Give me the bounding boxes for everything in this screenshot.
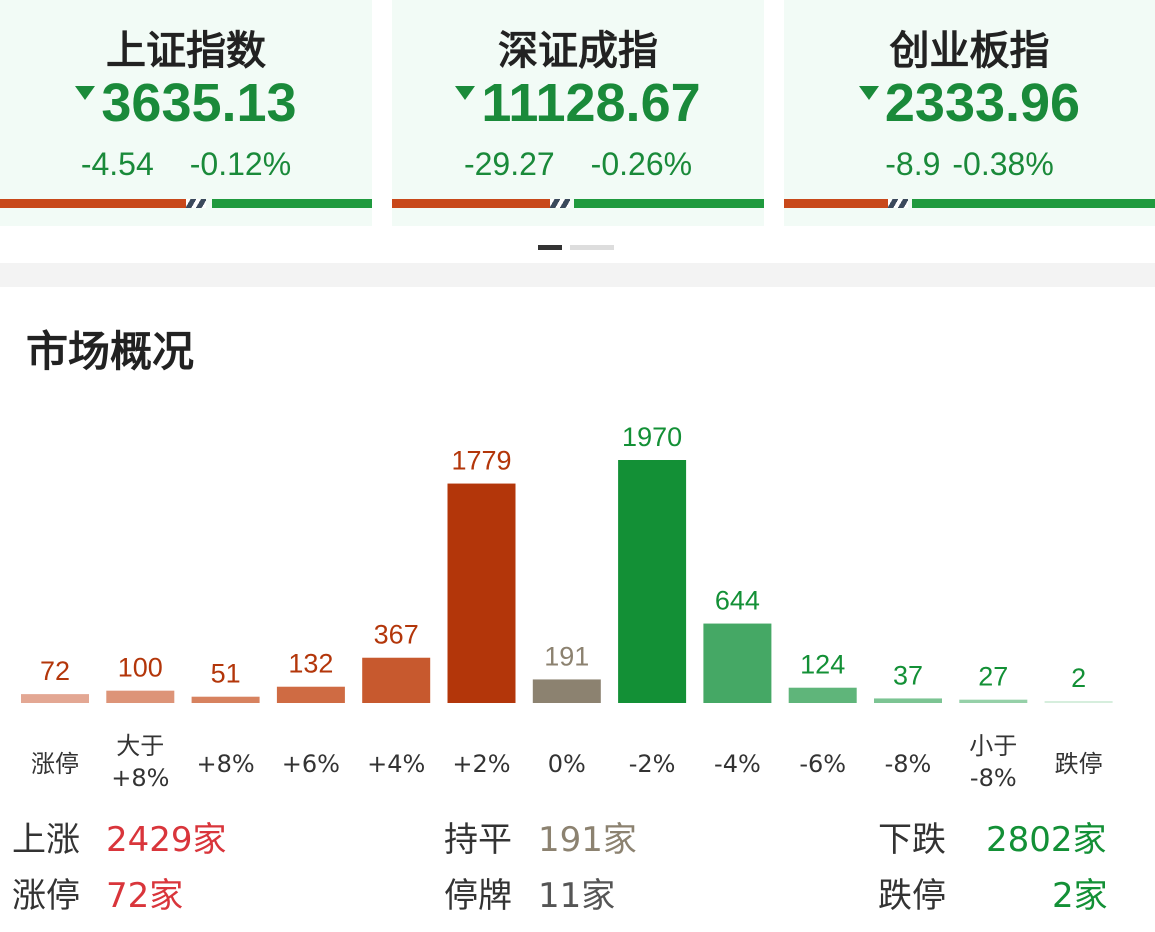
- bar-value-label: 132: [288, 649, 333, 679]
- breadth-bar-separator: [186, 199, 206, 208]
- index-name: 深证成指: [498, 28, 658, 74]
- breadth-bar-down: [212, 199, 372, 208]
- category-label: -2%: [629, 750, 676, 778]
- breadth-bar-down: [574, 199, 764, 208]
- bar-value-label: 51: [211, 659, 241, 689]
- breadth-bar-separator: [888, 199, 908, 208]
- index-change: -8.9: [885, 146, 941, 182]
- index-cards: 上证指数 3635.13 -4.54 -0.12% 深证成指 11128.67 -…: [0, 0, 1155, 230]
- index-value-row: 2333.96: [784, 72, 1155, 134]
- section-title: 市场概况: [26, 327, 195, 376]
- bar-2: [191, 696, 260, 703]
- down-arrow-icon: [75, 85, 96, 100]
- category-label: -8%: [885, 750, 932, 778]
- bar-1: [106, 690, 175, 703]
- category-label: 涨停: [31, 750, 79, 778]
- market-distribution-chart: 72 涨停 100 大于+8% 51 +8% 132 +6% 367 +4% 1779 +2% 191 0…: [21, 422, 1113, 792]
- carousel-dot[interactable]: [570, 245, 614, 250]
- breadth-bar-separator: [550, 199, 570, 208]
- summary-up-value: 2429家: [106, 820, 227, 860]
- index-card-shanghai[interactable]: 上证指数 3635.13 -4.54 -0.12%: [0, 0, 372, 226]
- index-value-row: 3635.13: [0, 72, 372, 134]
- category-label: 小于-8%: [969, 732, 1017, 792]
- bar-5: [447, 483, 516, 703]
- breadth-bar-up: [784, 199, 888, 208]
- index-change-pct: -0.12%: [189, 146, 292, 182]
- bar-3: [276, 686, 345, 703]
- bar-value-label: 1970: [622, 422, 682, 452]
- index-change: -4.54: [80, 146, 154, 182]
- summary-suspended-value: 11家: [538, 876, 616, 916]
- index-changes: -4.54 -0.12%: [0, 146, 372, 183]
- summary-down: 下跌 2802家: [878, 812, 1107, 861]
- bar-12: [1044, 701, 1113, 703]
- breadth-bar-down: [912, 199, 1155, 208]
- index-value: 11128.67: [481, 73, 701, 133]
- category-label: 跌停: [1055, 750, 1103, 778]
- category-label: +2%: [452, 750, 510, 778]
- bar-value-label: 2: [1071, 663, 1086, 693]
- carousel-dot-active[interactable]: [538, 245, 562, 250]
- category-label: +6%: [282, 750, 340, 778]
- index-change-pct: -0.26%: [590, 146, 693, 182]
- bar-10: [874, 698, 942, 703]
- breadth-bar: [0, 199, 372, 208]
- summary-limit-up-value: 72家: [106, 876, 184, 916]
- summary-up: 上涨 2429家: [12, 812, 227, 861]
- bar-value-label: 1779: [451, 446, 511, 476]
- summary-flat: 持平 191家: [444, 812, 637, 861]
- bar-value-label: 72: [40, 656, 70, 686]
- summary-limit-down-label: 跌停: [878, 876, 946, 916]
- summary-up-label: 上涨: [12, 820, 80, 860]
- breadth-bar: [392, 199, 764, 208]
- bar-8: [703, 623, 772, 703]
- bar-11: [959, 699, 1028, 703]
- index-card-shenzhen[interactable]: 深证成指 11128.67 -29.27 -0.26%: [392, 0, 764, 226]
- bar-value-label: 124: [800, 650, 845, 680]
- index-changes: -29.27 -0.26%: [392, 146, 764, 183]
- bar-value-label: 191: [544, 641, 589, 671]
- category-label: 0%: [548, 750, 586, 778]
- index-name: 创业板指: [889, 28, 1050, 74]
- summary-suspended: 停牌 11家: [444, 868, 615, 917]
- breadth-bar-up: [0, 199, 186, 208]
- summary-flat-label: 持平: [444, 820, 512, 860]
- bar-value-label: 100: [118, 653, 163, 683]
- bar-value-label: 27: [978, 662, 1008, 692]
- category-label: -4%: [714, 750, 761, 778]
- bar-0: [21, 694, 89, 703]
- summary-down-value: 2802家: [986, 820, 1107, 860]
- bar-value-label: 644: [715, 586, 760, 616]
- bar-9: [788, 687, 857, 703]
- down-arrow-icon: [455, 85, 476, 100]
- summary-limit-down-value: 2家: [1052, 876, 1108, 916]
- summary-limit-down: 跌停 2家: [878, 868, 1108, 917]
- category-label: 大于+8%: [111, 732, 169, 792]
- index-value-row: 11128.67: [392, 72, 764, 134]
- summary-flat-value: 191家: [538, 820, 637, 860]
- summary-limit-up-label: 涨停: [12, 876, 80, 916]
- breadth-bar-up: [392, 199, 550, 208]
- bar-4: [362, 657, 431, 703]
- category-label: +8%: [197, 750, 255, 778]
- index-card-chinext[interactable]: 创业板指 2333.96 -8.9 -0.38%: [784, 0, 1155, 226]
- bar-value-label: 367: [374, 620, 419, 650]
- bar-6: [532, 679, 601, 703]
- section-divider: [0, 263, 1155, 287]
- category-label: +4%: [367, 750, 425, 778]
- summary-suspended-label: 停牌: [444, 876, 512, 916]
- index-changes: -8.9 -0.38%: [784, 146, 1155, 183]
- summary-down-label: 下跌: [878, 820, 946, 860]
- bar-7: [618, 460, 687, 703]
- index-change: -29.27: [463, 146, 555, 182]
- index-name: 上证指数: [106, 28, 266, 74]
- index-change-pct: -0.38%: [952, 146, 1054, 182]
- summary-limit-up: 涨停 72家: [12, 868, 183, 917]
- breadth-bar: [784, 199, 1155, 208]
- index-value: 3635.13: [101, 73, 297, 133]
- bar-value-label: 37: [893, 660, 923, 690]
- index-value: 2333.96: [884, 73, 1081, 133]
- category-label: -6%: [799, 750, 846, 778]
- down-arrow-icon: [858, 85, 879, 100]
